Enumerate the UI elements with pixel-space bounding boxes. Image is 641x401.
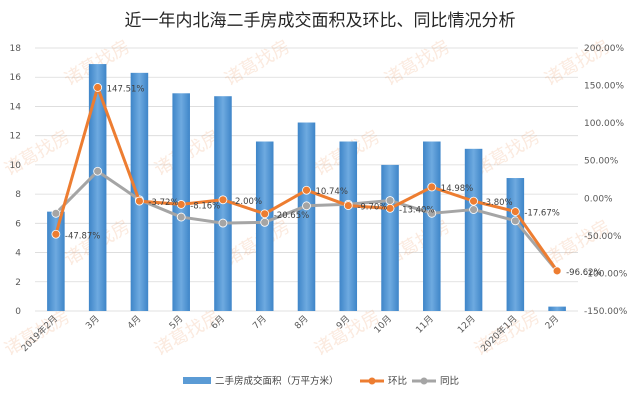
chart-title: 近一年内北海二手房成交面积及环比、同比情况分析	[125, 11, 516, 31]
y-left-tick: 18	[10, 44, 22, 54]
y-right-tick: -50.00%	[584, 232, 622, 242]
x-tick-11: 12月	[455, 313, 477, 335]
watermark-text: 诸葛找房	[151, 306, 224, 360]
x-tick-6: 7月	[251, 313, 269, 331]
mom-label-8: -9.70%	[357, 203, 387, 213]
x-axis: 2019年2月 3月 4月 5月 6月 7月 8月 9月 10月 11月 12月 2020年1月 2月	[19, 313, 562, 354]
x-tick-2: 3月	[84, 313, 102, 331]
mom-label-3: -3.72%	[148, 198, 178, 208]
point-mom-5	[218, 195, 228, 205]
watermark-text: 诸葛找房	[221, 36, 294, 90]
point-yoy-4	[176, 212, 186, 222]
point-mom-2	[93, 83, 103, 92]
point-mom-10	[427, 182, 437, 192]
mom-label-11: -3.80%	[483, 198, 513, 208]
point-yoy-5	[218, 218, 228, 228]
y-right-tick: 200.00%	[584, 44, 624, 54]
legend-label-yoy: 同比	[440, 375, 459, 387]
y-right-tick: 0.00%	[584, 194, 613, 204]
mom-label-4: -8.16%	[190, 201, 220, 211]
y-left-tick: 2	[15, 278, 21, 288]
point-yoy-11	[469, 205, 478, 214]
point-mom-13	[552, 266, 562, 276]
y-left-tick: 10	[10, 161, 22, 171]
y-right-tick: -150.00%	[584, 307, 628, 317]
mom-label-1: -47.87%	[65, 231, 100, 241]
point-mom-8	[343, 201, 353, 210]
y-left-tick: 4	[15, 249, 21, 259]
x-tick-13: 2月	[543, 313, 561, 331]
bar-7	[297, 122, 316, 312]
legend-label-mom: 环比	[388, 375, 407, 387]
bar-11	[464, 148, 483, 311]
y-left-tick: 14	[10, 102, 22, 112]
mom-label-13: -96.62%	[566, 268, 601, 278]
point-yoy-12	[510, 216, 520, 226]
bar-2	[88, 64, 107, 311]
bar-10	[423, 141, 441, 311]
y-axis-right: -150.00% -100.00% -50.00% 0.00% 50.00% 100.00…	[584, 44, 628, 317]
bar-1	[47, 211, 65, 311]
point-yoy-6	[260, 217, 270, 227]
y-axis-left: 0 2 4 6 8 10 12 14 16 18	[10, 44, 22, 317]
legend-marker-yoy	[420, 377, 428, 385]
x-tick-10: 11月	[414, 313, 436, 335]
mom-label-6: -20.65%	[274, 211, 309, 221]
point-mom-3	[135, 196, 144, 206]
point-yoy-7	[302, 201, 311, 211]
bar-13	[548, 306, 566, 311]
point-yoy-10	[427, 208, 437, 218]
legend-label-bar: 二手房成交面积（万平方米）	[215, 375, 339, 387]
y-left-tick: 8	[15, 190, 21, 200]
point-mom-11	[469, 196, 478, 206]
point-yoy-1	[51, 208, 61, 218]
point-mom-6	[260, 209, 270, 219]
mom-label-7: 10.74%	[316, 187, 348, 197]
legend-swatch-bar	[183, 377, 211, 384]
watermark-text: 诸葛找房	[311, 306, 384, 360]
point-mom-1	[51, 229, 61, 239]
bar-3	[130, 72, 149, 311]
y-left-tick: 12	[10, 132, 21, 142]
x-tick-7: 8月	[292, 313, 310, 331]
y-right-tick: 100.00%	[584, 119, 624, 129]
mom-label-10: 14.98%	[441, 184, 473, 194]
data-labels: -47.87% 147.51% -3.72% -8.16% -2.00% -20.65% 1…	[65, 84, 602, 277]
bar-9	[381, 164, 399, 311]
bar-8	[339, 141, 358, 311]
point-mom-12	[510, 207, 520, 216]
point-yoy-2	[93, 166, 103, 176]
mom-label-9: -13.40%	[399, 205, 434, 215]
mom-label-5: -2.00%	[232, 197, 262, 207]
chart-legend: 二手房成交面积（万平方米） 环比 同比	[183, 375, 459, 387]
y-right-tick: 50.00%	[584, 157, 619, 167]
mom-label-12: -17.67%	[524, 209, 559, 219]
point-mom-7	[302, 185, 311, 195]
watermark-text: 诸葛找房	[381, 36, 454, 90]
point-mom-4	[176, 200, 186, 209]
mom-label-2: 147.51%	[107, 84, 145, 94]
y-right-tick: 150.00%	[584, 82, 624, 92]
y-left-tick: 16	[10, 73, 22, 83]
legend-marker-mom	[368, 377, 376, 385]
point-mom-9	[385, 203, 395, 213]
y-left-tick: 6	[15, 219, 21, 229]
y-right-tick: -100.00%	[584, 269, 628, 279]
y-left-tick: 0	[15, 307, 21, 317]
line-series	[51, 83, 562, 276]
x-tick-3: 4月	[125, 313, 143, 331]
